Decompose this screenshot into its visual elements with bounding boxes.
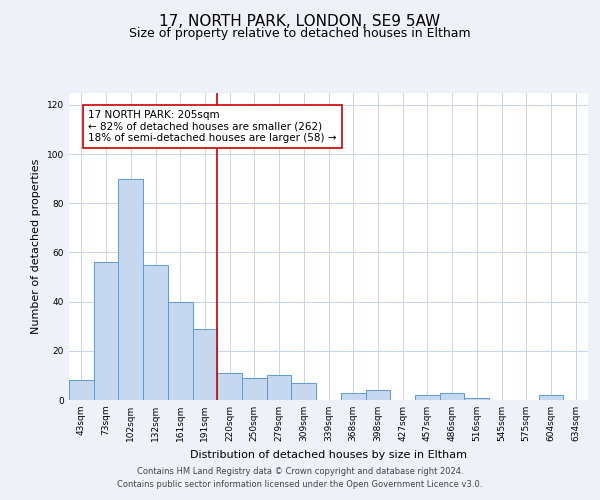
Bar: [217, 373, 242, 400]
Bar: [440, 392, 464, 400]
Bar: [267, 376, 292, 400]
X-axis label: Distribution of detached houses by size in Eltham: Distribution of detached houses by size …: [190, 450, 467, 460]
Bar: [94, 262, 118, 400]
Bar: [69, 380, 94, 400]
Bar: [242, 378, 267, 400]
Bar: [168, 302, 193, 400]
Bar: [464, 398, 489, 400]
Bar: [341, 392, 365, 400]
Bar: [193, 328, 217, 400]
Bar: [365, 390, 390, 400]
Text: 17 NORTH PARK: 205sqm
← 82% of detached houses are smaller (262)
18% of semi-det: 17 NORTH PARK: 205sqm ← 82% of detached …: [88, 110, 337, 143]
Text: Contains public sector information licensed under the Open Government Licence v3: Contains public sector information licen…: [118, 480, 482, 489]
Bar: [143, 264, 168, 400]
Bar: [118, 178, 143, 400]
Text: Contains HM Land Registry data © Crown copyright and database right 2024.: Contains HM Land Registry data © Crown c…: [137, 467, 463, 476]
Text: Size of property relative to detached houses in Eltham: Size of property relative to detached ho…: [129, 28, 471, 40]
Bar: [539, 395, 563, 400]
Bar: [415, 395, 440, 400]
Bar: [292, 383, 316, 400]
Text: 17, NORTH PARK, LONDON, SE9 5AW: 17, NORTH PARK, LONDON, SE9 5AW: [160, 14, 440, 29]
Y-axis label: Number of detached properties: Number of detached properties: [31, 158, 41, 334]
